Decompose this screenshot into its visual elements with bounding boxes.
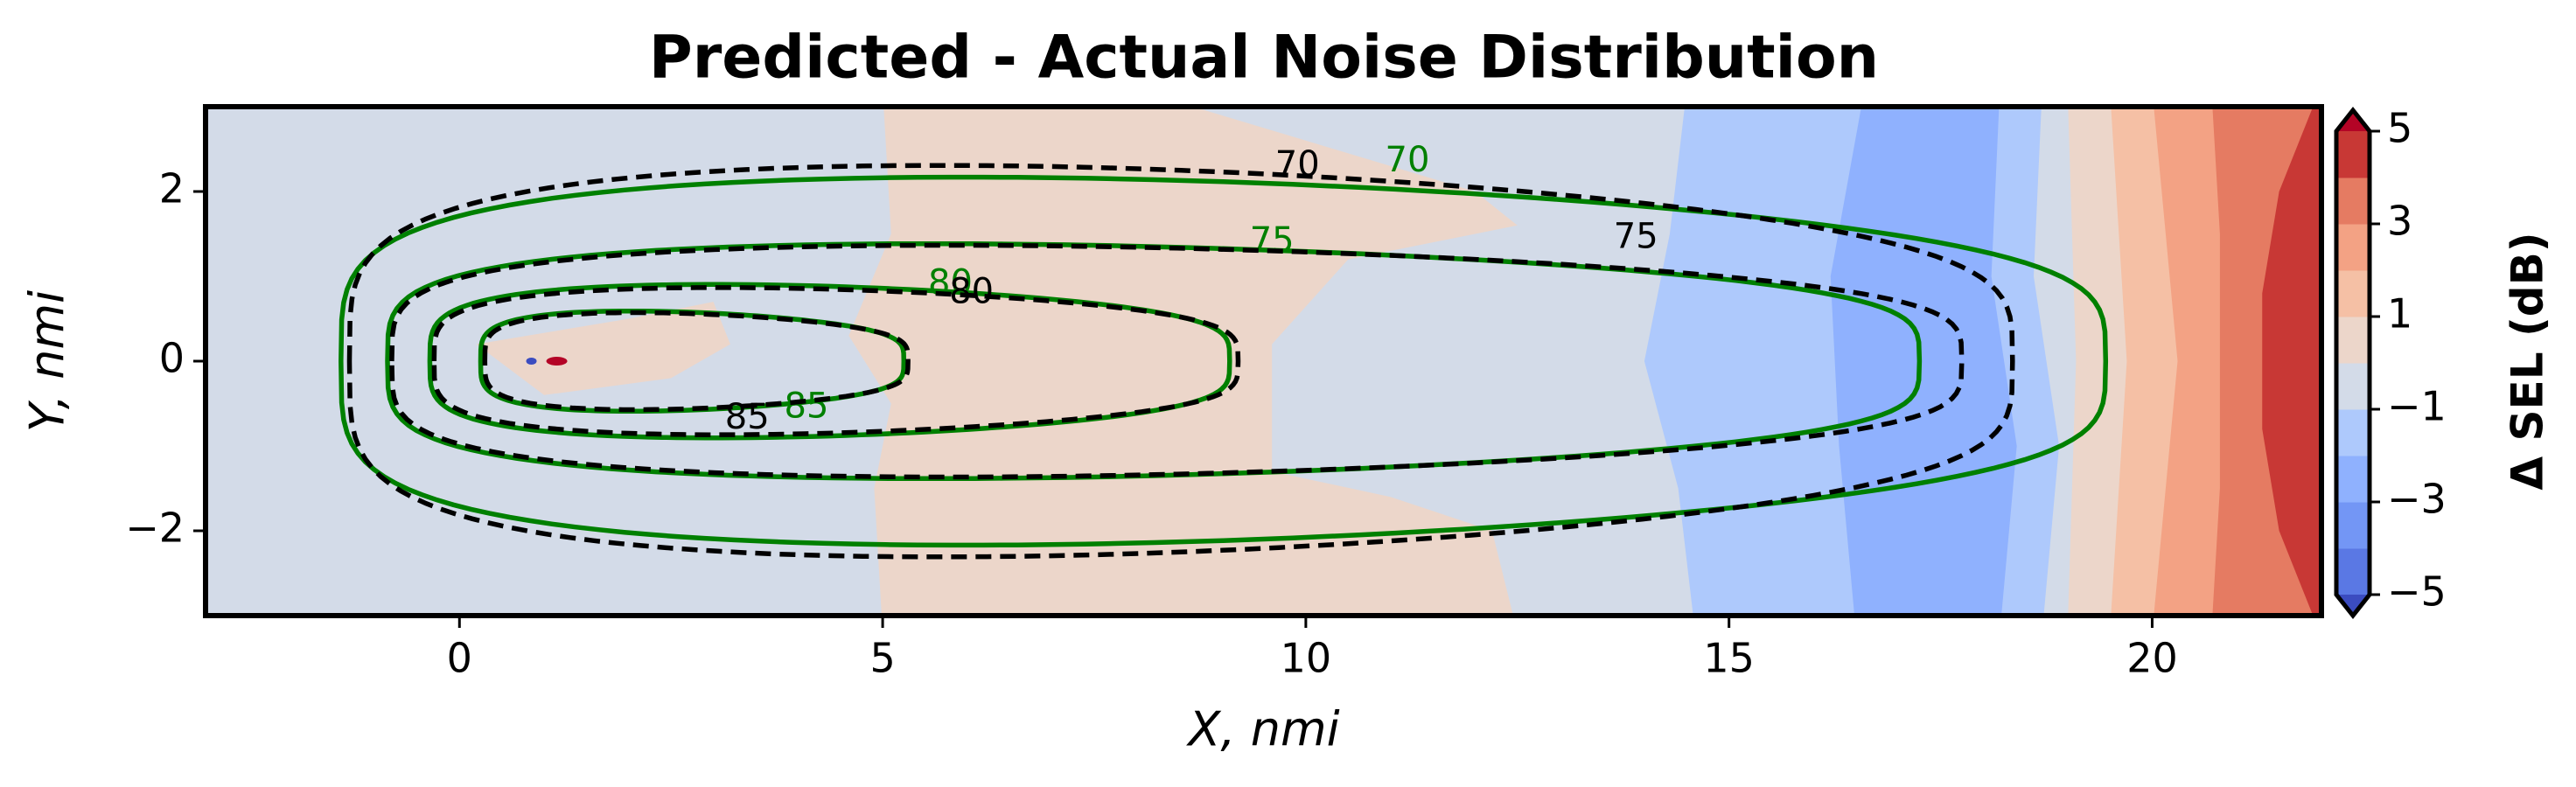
colorbar-band — [2336, 131, 2370, 178]
x-tick-label: 5 — [869, 635, 895, 682]
contour-label: 85 — [725, 397, 770, 437]
colorbar-label: Δ SEL (dB) — [2503, 232, 2553, 490]
colorbar-tick-label: −5 — [2387, 568, 2447, 616]
filled-region — [848, 107, 1518, 616]
colorbar-band — [2336, 178, 2370, 225]
contour-label: 85 — [785, 386, 829, 426]
y-tick-label: −2 — [125, 505, 185, 552]
filled-region — [1830, 107, 2017, 616]
colorbar-band — [2336, 224, 2370, 271]
y-tick-label: 2 — [159, 165, 185, 212]
colorbar-band — [2336, 317, 2370, 364]
colorbar-tick-label: −1 — [2387, 383, 2447, 430]
colorbar-band — [2336, 502, 2370, 549]
colorbar-tick-label: −3 — [2387, 476, 2447, 523]
filled-region — [2262, 107, 2321, 616]
contour-line — [427, 282, 1232, 441]
colorbar-extend-low — [2336, 595, 2370, 616]
contour-line — [339, 174, 2109, 548]
filled-region — [476, 302, 730, 395]
field — [206, 107, 2321, 616]
colorbar-tick-label: 1 — [2387, 290, 2412, 338]
x-tick-label: 10 — [1281, 635, 1332, 682]
colorbar-band — [2336, 270, 2370, 317]
colorbar-band — [2336, 409, 2370, 456]
y-tick-label: 0 — [159, 335, 185, 382]
contour-label: 75 — [1614, 216, 1658, 256]
hotspot — [546, 357, 568, 366]
x-tick-label: 0 — [447, 635, 472, 682]
colorbar-tick-label: 5 — [2387, 105, 2412, 152]
chart-title: Predicted - Actual Noise Distribution — [649, 24, 1879, 93]
contour-label: 75 — [1250, 220, 1295, 261]
y-axis-label: Y, nmi — [20, 290, 75, 432]
colorbar-band — [2336, 548, 2370, 595]
contour-line — [431, 285, 1241, 437]
overlay: 0 5 10 15 20 −2 0 2 −5 −3 −1 1 3 5 — [125, 104, 2447, 682]
contour-line — [482, 310, 911, 413]
contour-line — [389, 242, 1965, 480]
colorbar-extend-high — [2336, 110, 2370, 131]
x-axis-label: X, nmi — [1185, 702, 1339, 757]
x-tick-label: 15 — [1703, 635, 1755, 682]
colorbar-band — [2336, 456, 2370, 503]
x-tick-label: 20 — [2126, 635, 2178, 682]
contour-line — [346, 163, 2015, 560]
contour-label: 70 — [1386, 140, 1430, 180]
contour-label: 70 — [1275, 144, 1320, 185]
contour-label: 80 — [949, 271, 994, 311]
colorbar-band — [2336, 363, 2370, 410]
colorbar-tick-label: 3 — [2387, 198, 2412, 245]
coldspot — [526, 358, 537, 365]
